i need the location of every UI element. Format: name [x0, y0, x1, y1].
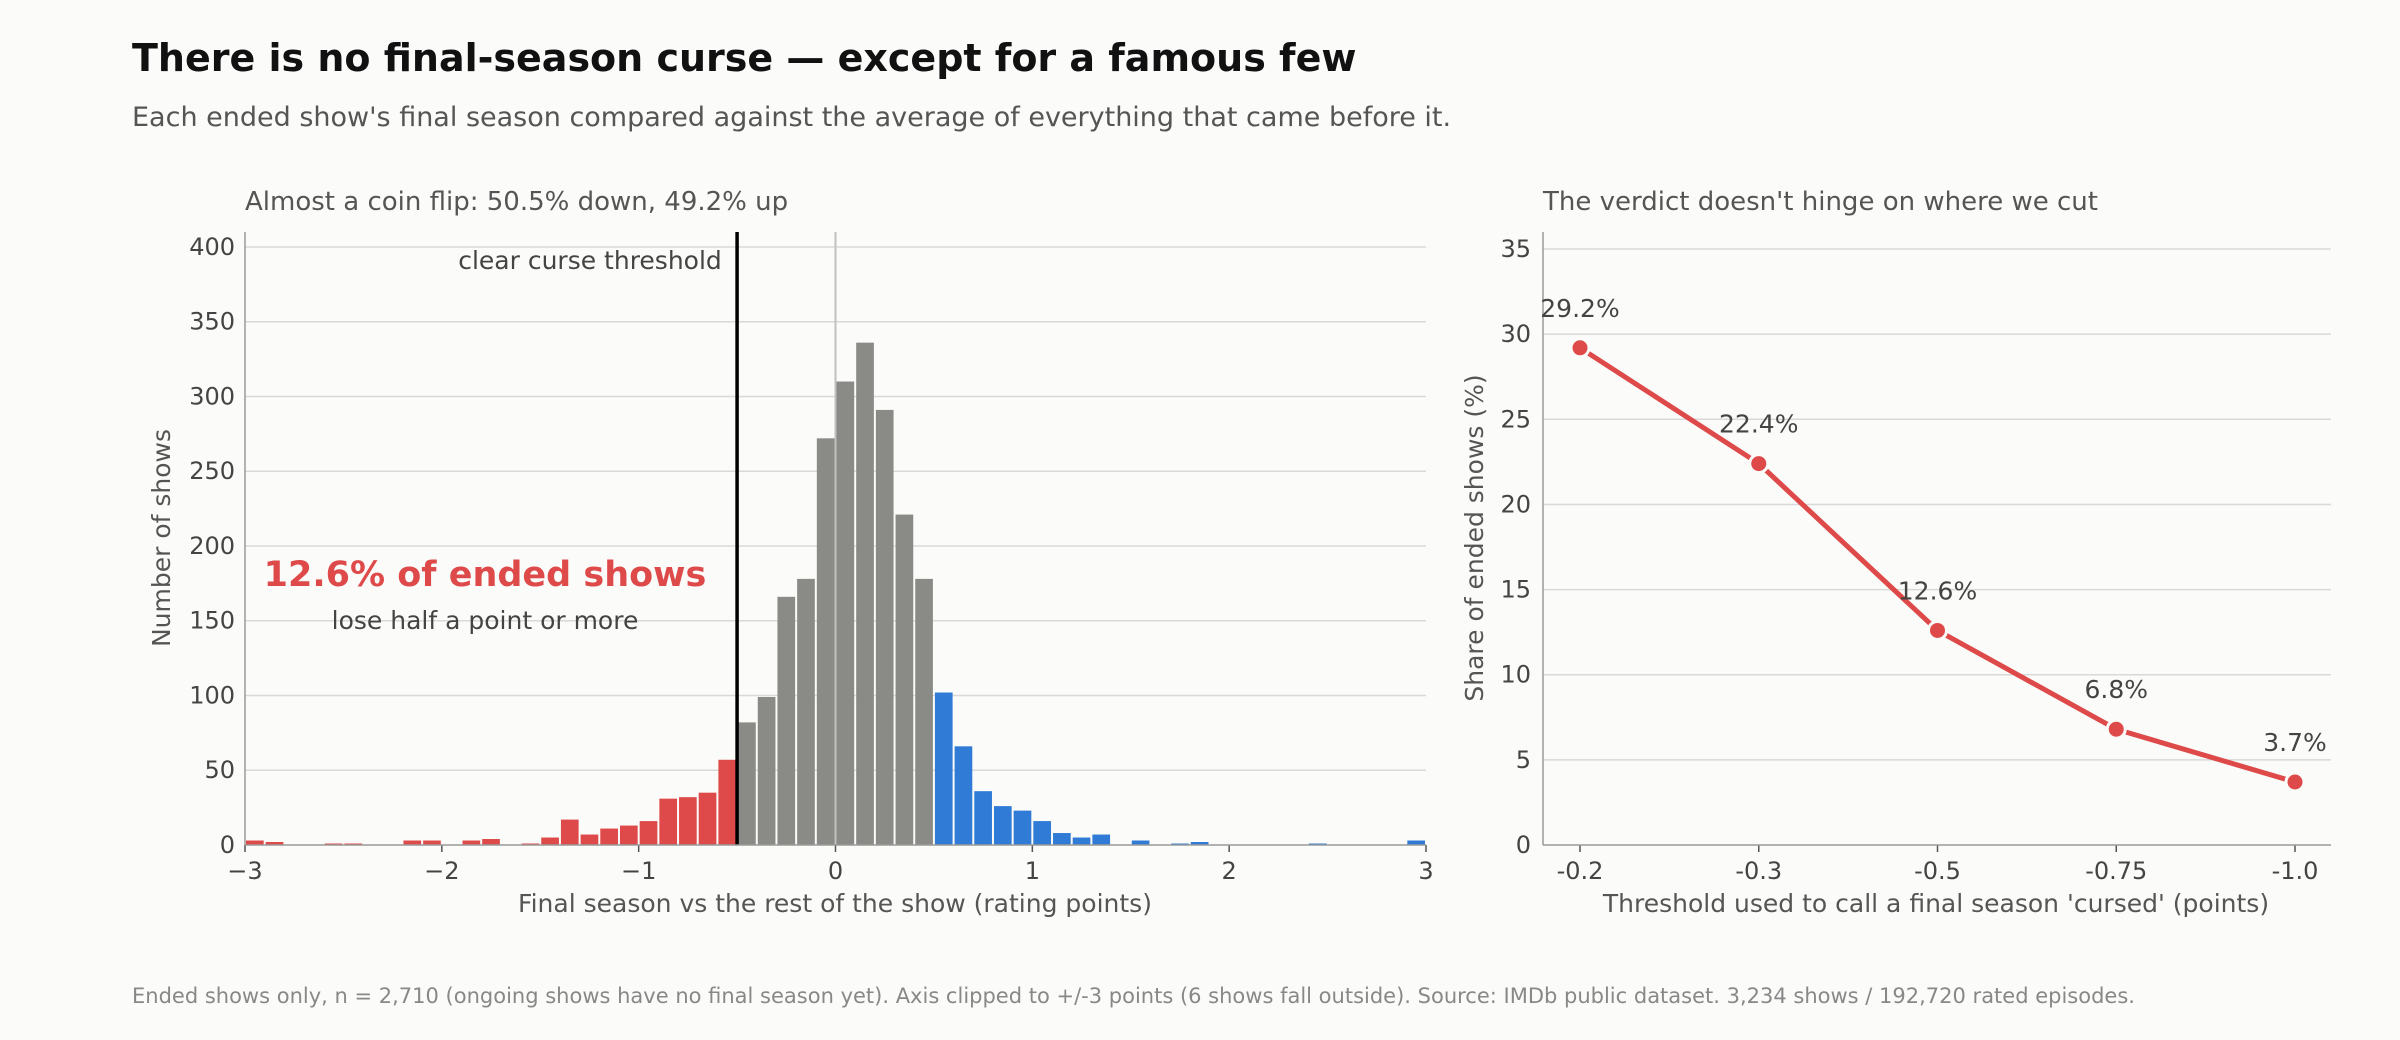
- y-tick-label: 35: [1500, 235, 1531, 263]
- histogram-bar: [1013, 810, 1032, 845]
- histogram-bar: [462, 840, 481, 845]
- histogram-bar: [777, 596, 796, 845]
- histogram-panel: Almost a coin flip: 50.5% down, 49.2% up…: [147, 187, 1434, 918]
- histogram-bar: [580, 834, 599, 845]
- histogram-bar: [1053, 833, 1071, 845]
- histogram-bar: [1131, 840, 1150, 845]
- histogram-bar: [560, 819, 579, 845]
- histogram-bar: [698, 792, 717, 845]
- y-tick-label: 300: [189, 382, 235, 410]
- histogram-bar: [403, 840, 422, 845]
- line-xlabel: Threshold used to call a final season 'c…: [1602, 889, 2269, 918]
- histogram-title: Almost a coin flip: 50.5% down, 49.2% up: [245, 187, 788, 217]
- histogram-bar: [659, 798, 678, 845]
- x-tick-label: −3: [227, 857, 262, 885]
- y-tick-label: 250: [189, 457, 235, 485]
- histogram-ylabel: Number of shows: [147, 429, 176, 647]
- footer-note: Ended shows only, n = 2,710 (ongoing sho…: [132, 984, 2135, 1008]
- y-tick-label: 5: [1516, 746, 1531, 774]
- histogram-bar: [856, 342, 874, 845]
- histogram-bar: [1072, 837, 1091, 845]
- histogram-bar: [679, 797, 697, 845]
- histogram-reference-lines: [735, 232, 837, 845]
- line-panel: The verdict doesn't hinge on where we cu…: [1460, 187, 2331, 918]
- x-tick-label: -0.2: [1557, 857, 1604, 885]
- y-tick-label: 100: [189, 681, 235, 709]
- data-label: 6.8%: [2084, 675, 2148, 704]
- line-ylabel: Share of ended shows (%): [1460, 374, 1489, 701]
- x-tick-label: 1: [1025, 857, 1040, 885]
- y-tick-label: 150: [189, 607, 235, 635]
- histogram-bar: [836, 381, 855, 845]
- line-gridlines: [1543, 248, 2331, 761]
- histogram-bar: [816, 438, 835, 845]
- x-tick-label: -0.5: [1914, 857, 1961, 885]
- line-series: 29.2% 22.4% 12.6% 6.8% 3.7%: [1540, 294, 2327, 793]
- y-tick-label: 400: [189, 233, 235, 261]
- histogram-bar: [954, 746, 973, 845]
- x-tick-label: 2: [1222, 857, 1237, 885]
- y-tick-label: 0: [220, 831, 235, 859]
- histogram-bar: [718, 759, 737, 845]
- x-tick-label: -0.75: [2085, 857, 2147, 885]
- y-tick-label: 10: [1500, 661, 1531, 689]
- data-point: [1569, 337, 1591, 359]
- y-tick-label: 50: [204, 756, 235, 784]
- histogram-bar: [1407, 840, 1425, 845]
- histogram-bar: [895, 514, 914, 845]
- cursed-share-annotation: 12.6% of ended shows: [264, 555, 707, 595]
- y-tick-label: 30: [1500, 320, 1531, 348]
- data-point: [1927, 619, 1948, 641]
- line-title: The verdict doesn't hinge on where we cu…: [1542, 187, 2098, 217]
- x-tick-label: -1.0: [2272, 857, 2319, 885]
- data-label: 3.7%: [2263, 728, 2327, 757]
- histogram-bar: [600, 828, 618, 845]
- cursed-share-subannotation: lose half a point or more: [332, 606, 639, 635]
- y-tick-label: 25: [1500, 405, 1531, 433]
- histogram-bar: [934, 692, 953, 845]
- histogram-xlabel: Final season vs the rest of the show (ra…: [518, 889, 1152, 918]
- histogram-bar: [757, 696, 776, 845]
- chart-subtitle: Each ended show's final season compared …: [132, 102, 1452, 133]
- histogram-bar: [1033, 821, 1052, 845]
- histogram-bar: [875, 409, 894, 845]
- data-point: [2105, 718, 2127, 740]
- data-label: 29.2%: [1540, 294, 1619, 323]
- histogram-bar: [738, 722, 756, 845]
- y-tick-label: 15: [1500, 576, 1531, 604]
- histogram-bar: [619, 825, 638, 845]
- data-label: 12.6%: [1898, 576, 1977, 605]
- histogram-bar: [1190, 842, 1209, 845]
- line-axes: 0 5 10 15 20 25 30 35 -0.2 -0.3 -0.5 -0.75 -1.0: [1500, 232, 2331, 885]
- data-label: 22.4%: [1719, 410, 1798, 439]
- histogram-bar: [915, 578, 933, 845]
- histogram-bars: [246, 342, 1425, 845]
- threshold-label: clear curse threshold: [458, 246, 722, 275]
- x-tick-label: 0: [828, 857, 843, 885]
- histogram-bar: [265, 842, 284, 845]
- data-point: [1748, 453, 1770, 475]
- histogram-bar: [639, 821, 658, 845]
- y-tick-label: 350: [189, 308, 235, 336]
- x-tick-label: -0.3: [1735, 857, 1782, 885]
- x-tick-label: −2: [424, 857, 459, 885]
- histogram-bar: [246, 840, 264, 845]
- y-tick-label: 20: [1500, 490, 1531, 518]
- histogram-bar: [993, 806, 1012, 845]
- histogram-bar: [797, 578, 815, 845]
- y-tick-label: 200: [189, 532, 235, 560]
- y-tick-label: 0: [1516, 831, 1531, 859]
- line-series-path: [1578, 345, 2296, 785]
- histogram-axes: 0 50 100 150 200 250 300 350 400 −3 −2 −1 0 1 2 3: [189, 232, 1434, 885]
- x-tick-label: −1: [621, 857, 656, 885]
- histogram-bar: [541, 837, 559, 845]
- data-point: [2284, 771, 2306, 793]
- histogram-bar: [482, 839, 500, 845]
- chart-title: There is no final-season curse — except …: [132, 36, 1357, 80]
- histogram-bar: [974, 791, 992, 845]
- histogram-bar: [1092, 834, 1111, 845]
- x-tick-label: 3: [1418, 857, 1433, 885]
- histogram-bar: [423, 840, 441, 845]
